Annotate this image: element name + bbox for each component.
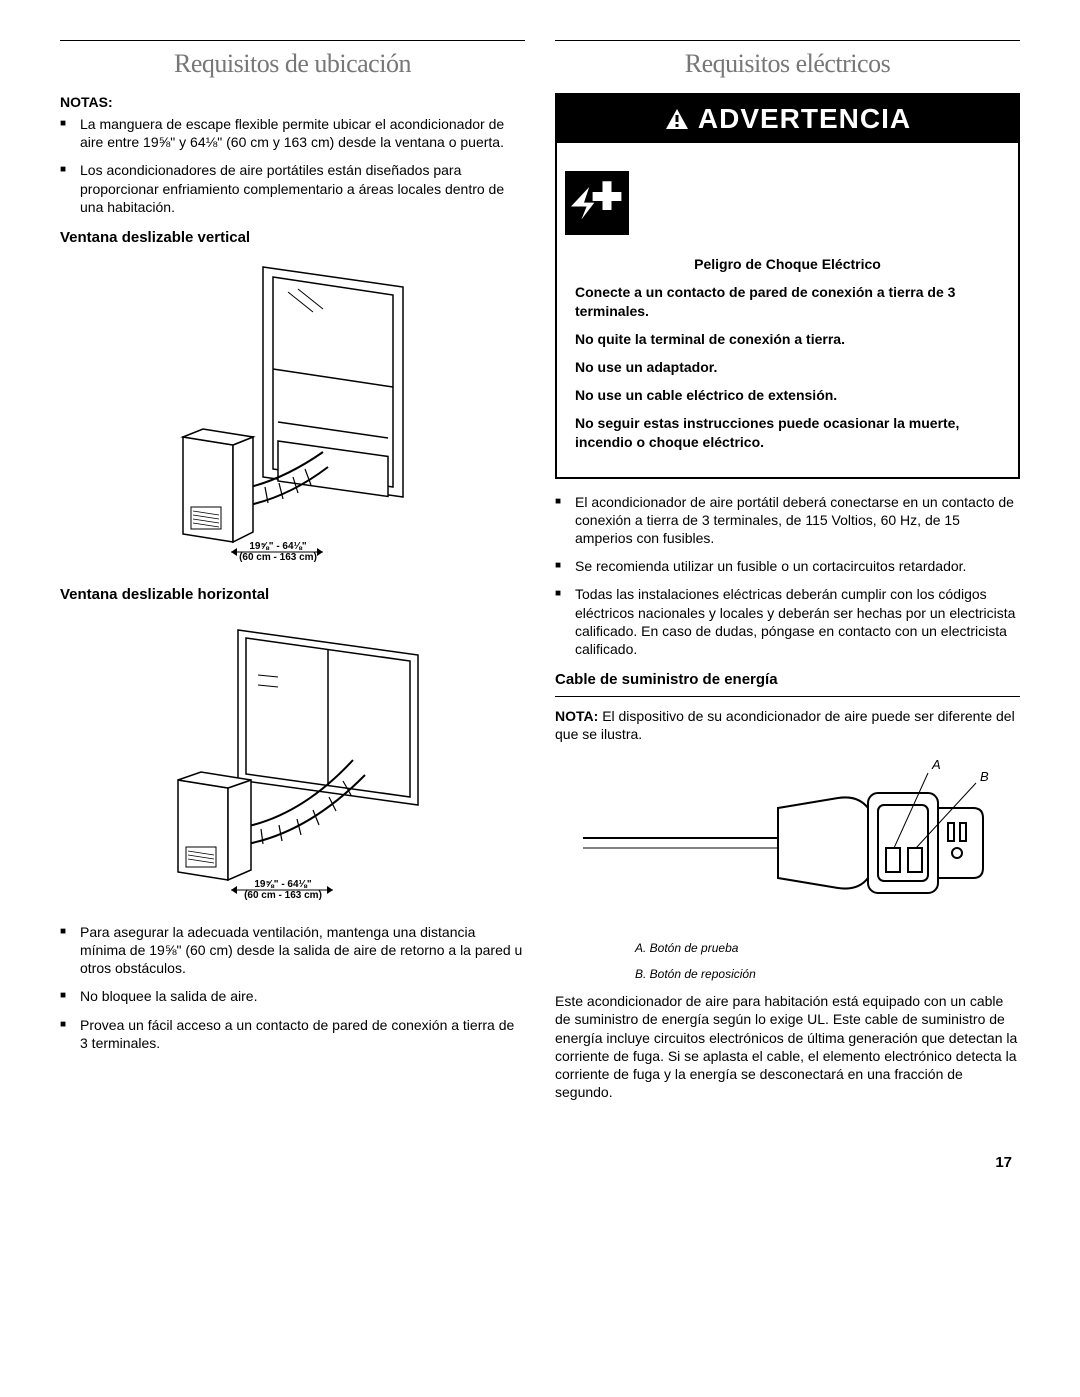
bottom-bullets: Para asegurar la adecuada ventilación, m… (60, 923, 525, 1052)
warn-line: No use un adaptador. (575, 358, 1000, 376)
list-item: La manguera de escape flexible permite u… (80, 115, 525, 151)
warning-header: ADVERTENCIA (557, 95, 1018, 143)
nota-label: NOTA: (555, 708, 598, 724)
alert-triangle-icon (664, 107, 690, 131)
warn-line: No seguir estas instrucciones puede ocas… (575, 414, 1000, 450)
warning-box: ADVERTENCIA Peligro de Choque Eléctrico … (555, 93, 1020, 479)
list-item: El acondicionador de aire portátil deber… (575, 493, 1020, 548)
right-column: Requisitos eléctricos ADVERTENCIA (555, 40, 1020, 1113)
final-paragraph: Este acondicionador de aire para habitac… (555, 992, 1020, 1101)
electrical-bullets: El acondicionador de aire portátil deber… (555, 493, 1020, 659)
horizontal-window-heading: Ventana deslizable horizontal (60, 585, 525, 605)
location-reqs-heading: Requisitos de ubicación (60, 47, 525, 81)
vertical-window-svg: 19⅝" - 64⅛" (60 cm - 163 cm) (143, 257, 443, 567)
list-item: Todas las instalaciones eléctricas deber… (575, 585, 1020, 658)
list-item: Provea un fácil acceso a un contacto de … (80, 1016, 525, 1052)
electric-shock-icon (557, 163, 637, 243)
caption-b: B. Botón de reposición (635, 967, 1020, 983)
horizontal-window-figure: 19⅝" - 64⅛" (60 cm - 163 cm) (60, 615, 525, 905)
notas-list: La manguera de escape flexible permite u… (60, 115, 525, 216)
warning-text: Peligro de Choque Eléctrico Conecte a un… (557, 255, 1018, 477)
warn-line: Conecte a un contacto de pared de conexi… (575, 283, 1000, 319)
svg-text:(60 cm - 163 cm): (60 cm - 163 cm) (244, 890, 322, 901)
warn-line: Peligro de Choque Eléctrico (575, 255, 1000, 273)
svg-text:A: A (931, 757, 941, 772)
svg-text:B: B (980, 769, 989, 784)
divider (555, 696, 1020, 697)
vertical-window-figure: 19⅝" - 64⅛" (60 cm - 163 cm) (60, 257, 525, 567)
page-number: 17 (60, 1153, 1020, 1173)
caption-a: A. Botón de prueba (635, 941, 1020, 957)
list-item: Los acondicionadores de aire portátiles … (80, 161, 525, 216)
list-item: Se recomienda utilizar un fusible o un c… (575, 557, 1020, 575)
electrical-reqs-heading: Requisitos eléctricos (555, 47, 1020, 81)
svg-text:19⅝" - 64⅛": 19⅝" - 64⅛" (254, 879, 312, 890)
warn-line: No quite la terminal de conexión a tierr… (575, 330, 1000, 348)
left-column: Requisitos de ubicación NOTAS: La mangue… (60, 40, 525, 1113)
warning-word: ADVERTENCIA (698, 101, 911, 137)
power-cord-svg: A B (578, 753, 998, 923)
svg-text:19⅝" - 64⅛": 19⅝" - 64⅛" (249, 541, 307, 552)
nota-text: El dispositivo de su acondicionador de a… (555, 708, 1015, 742)
vertical-window-heading: Ventana deslizable vertical (60, 228, 525, 248)
page-columns: Requisitos de ubicación NOTAS: La mangue… (60, 40, 1020, 1113)
shock-icon-area (557, 143, 1018, 255)
nota-inline: NOTA: El dispositivo de su acondicionado… (555, 707, 1020, 743)
warn-line: No use un cable eléctrico de extensión. (575, 386, 1000, 404)
list-item: Para asegurar la adecuada ventilación, m… (80, 923, 525, 978)
notas-label: NOTAS: (60, 93, 525, 111)
list-item: No bloquee la salida de aire. (80, 987, 525, 1005)
power-cord-heading: Cable de suministro de energía (555, 670, 1020, 690)
power-cord-figure: A B (555, 753, 1020, 923)
horizontal-window-svg: 19⅝" - 64⅛" (60 cm - 163 cm) (143, 615, 443, 905)
svg-text:(60 cm - 163 cm): (60 cm - 163 cm) (239, 552, 317, 563)
